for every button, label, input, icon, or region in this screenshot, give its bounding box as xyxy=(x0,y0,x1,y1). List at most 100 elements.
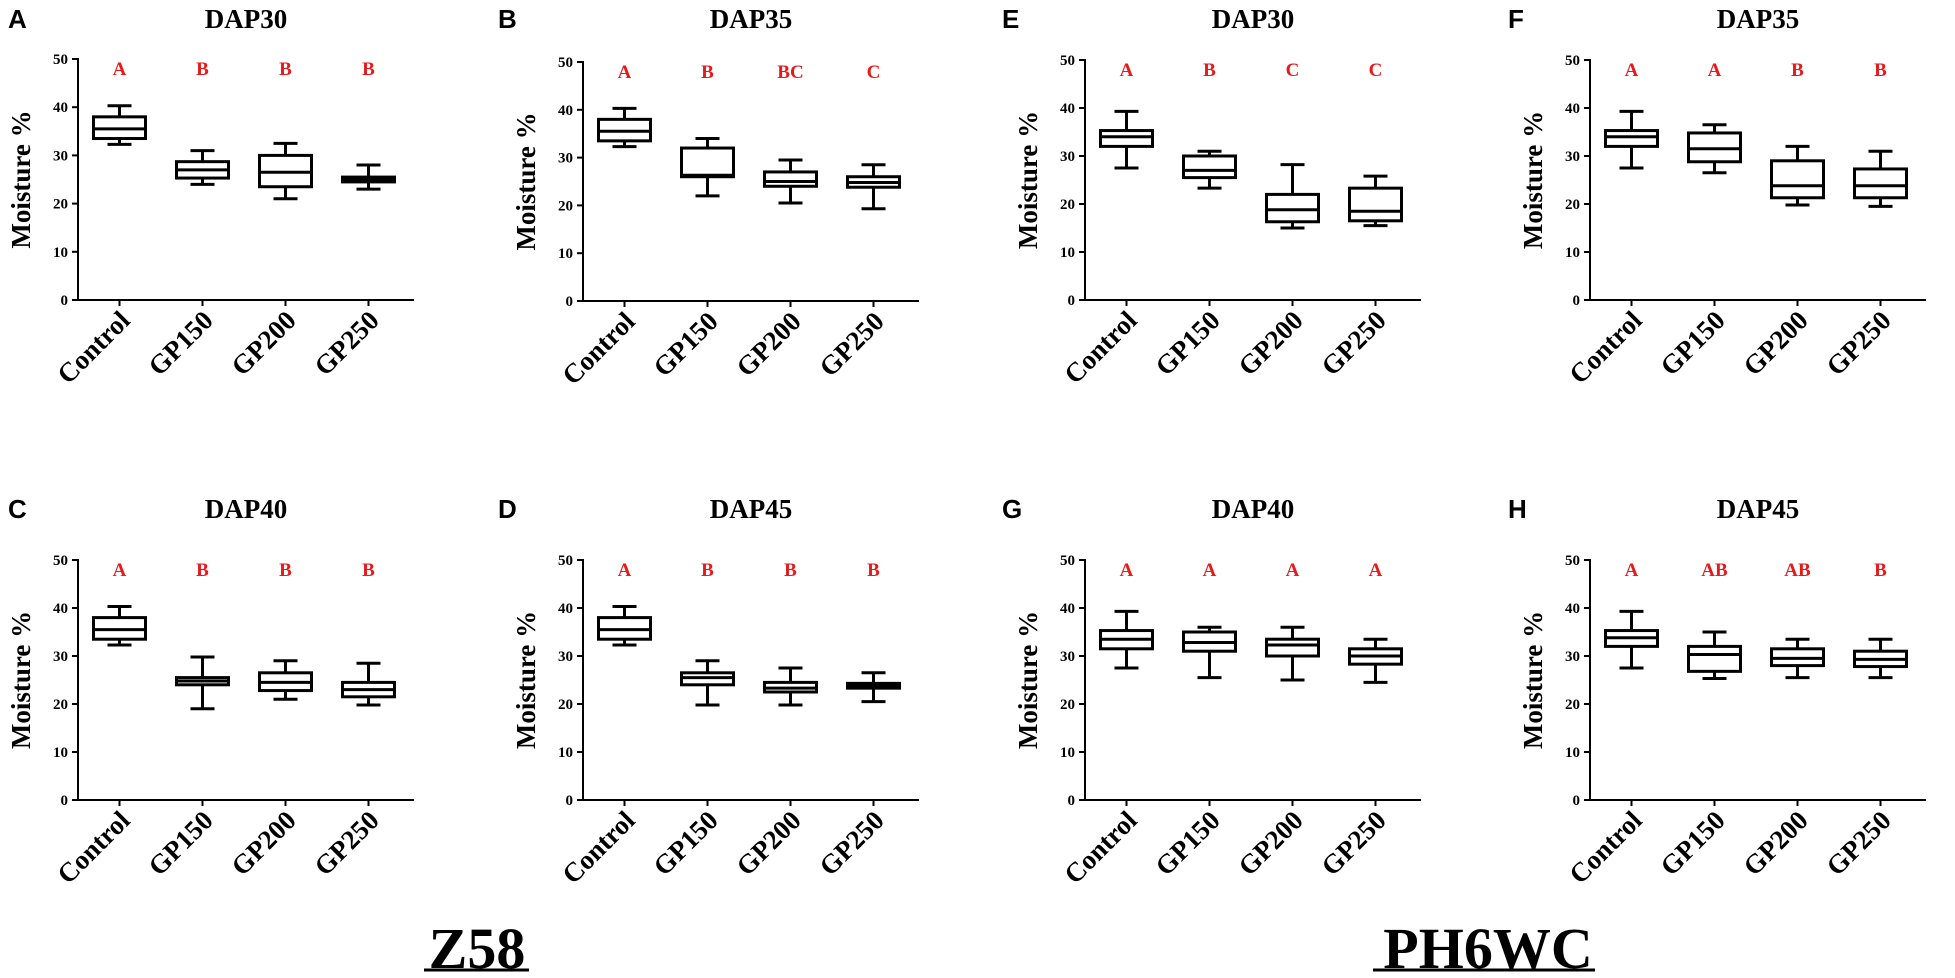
x-tick-label-gp150: GP150 xyxy=(647,306,723,382)
x-tick-label-gp250: GP250 xyxy=(1315,805,1391,881)
significance-label-gp250: B xyxy=(362,560,375,581)
y-tick-label: 40 xyxy=(558,103,573,119)
y-tick-label: 30 xyxy=(558,151,573,167)
box-gp200 xyxy=(1265,192,1320,224)
significance-label-control: A xyxy=(618,560,632,581)
x-tick-label-gp200: GP200 xyxy=(730,805,806,881)
y-tick-label: 10 xyxy=(558,246,573,262)
panels: A DAP30 0 10 20 30 40 50 Moisture % Control A GP150… xyxy=(6,4,1926,890)
panel-f: F DAP35 0 10 20 30 40 50 Moisture % Control A GP150… xyxy=(1508,4,1926,390)
x-tick-label-gp250: GP250 xyxy=(1820,305,1896,381)
significance-label-gp200: B xyxy=(784,560,797,581)
x-tick-label-gp200: GP200 xyxy=(1737,805,1813,881)
y-tick-label: 30 xyxy=(1060,649,1075,665)
significance-label-gp200: B xyxy=(1791,60,1804,81)
significance-label-control: A xyxy=(1625,60,1639,81)
y-tick-label: 10 xyxy=(1565,245,1580,261)
y-axis-label: Moisture % xyxy=(1013,111,1043,249)
significance-label-gp250: B xyxy=(362,59,375,80)
panel-letter: F xyxy=(1508,4,1524,34)
y-axis-label: Moisture % xyxy=(6,611,36,749)
x-tick-label-control: Control xyxy=(51,305,136,390)
significance-label-gp200: B xyxy=(279,59,292,80)
y-tick-label: 40 xyxy=(1565,101,1580,117)
panel-letter: G xyxy=(1002,494,1022,524)
y-tick-label: 30 xyxy=(1060,149,1075,165)
y-tick-label: 20 xyxy=(1060,697,1075,713)
y-axis-label: Moisture % xyxy=(511,611,541,749)
x-tick-label-gp150: GP150 xyxy=(1149,805,1225,881)
y-tick-label: 10 xyxy=(1060,245,1075,261)
significance-label-gp150: B xyxy=(701,560,714,581)
y-tick-label: 50 xyxy=(1060,53,1075,69)
x-tick-label-control: Control xyxy=(51,805,136,890)
significance-label-gp250: A xyxy=(1369,560,1383,581)
x-tick-label-gp150: GP150 xyxy=(142,805,218,881)
y-tick-label: 20 xyxy=(558,198,573,214)
panel-title: DAP45 xyxy=(710,494,793,524)
y-tick-label: 0 xyxy=(61,793,69,809)
y-tick-label: 40 xyxy=(558,601,573,617)
panel-letter: D xyxy=(498,494,517,524)
panel-letter: B xyxy=(498,4,517,34)
panel-title: DAP30 xyxy=(205,4,288,34)
y-tick-label: 0 xyxy=(566,793,574,809)
box-gp150 xyxy=(1182,154,1237,180)
y-tick-label: 50 xyxy=(53,553,68,569)
x-tick-label-gp200: GP200 xyxy=(225,805,301,881)
panel-title: DAP40 xyxy=(205,494,288,524)
x-tick-label-gp150: GP150 xyxy=(142,305,218,381)
box-gp250 xyxy=(1348,186,1403,223)
y-tick-label: 0 xyxy=(1573,793,1581,809)
y-tick-label: 0 xyxy=(1573,293,1581,309)
x-tick-label-gp150: GP150 xyxy=(1149,305,1225,381)
y-tick-label: 40 xyxy=(1060,601,1075,617)
significance-label-gp200: AB xyxy=(1784,560,1811,581)
panel-title: DAP35 xyxy=(710,4,793,34)
panel-title: DAP45 xyxy=(1717,494,1800,524)
y-tick-label: 0 xyxy=(1068,293,1076,309)
x-tick-label-gp250: GP250 xyxy=(1315,305,1391,381)
box-control xyxy=(1604,129,1659,148)
significance-label-gp150: B xyxy=(701,62,714,83)
significance-label-gp250: B xyxy=(1874,560,1887,581)
y-axis-label: Moisture % xyxy=(1518,611,1548,749)
significance-label-control: A xyxy=(1120,60,1134,81)
panel-d: D DAP45 0 10 20 30 40 50 Moisture % Control A GP150… xyxy=(498,494,919,890)
significance-label-gp150: B xyxy=(1203,60,1216,81)
y-axis-label: Moisture % xyxy=(511,112,541,250)
significance-label-gp200: BC xyxy=(777,62,803,83)
x-tick-label-gp250: GP250 xyxy=(813,306,889,382)
y-tick-label: 30 xyxy=(53,649,68,665)
significance-label-gp200: A xyxy=(1286,560,1300,581)
x-tick-label-gp150: GP150 xyxy=(1654,805,1730,881)
significance-label-gp150: AB xyxy=(1701,560,1728,581)
significance-label-control: A xyxy=(1625,560,1639,581)
significance-label-control: A xyxy=(618,62,632,83)
y-tick-label: 50 xyxy=(1060,553,1075,569)
significance-label-gp250: B xyxy=(1874,60,1887,81)
box-control xyxy=(1099,129,1154,148)
y-tick-label: 0 xyxy=(566,294,574,310)
significance-label-gp200: C xyxy=(1286,60,1300,81)
y-tick-label: 50 xyxy=(1565,53,1580,69)
y-tick-label: 0 xyxy=(1068,793,1076,809)
x-tick-label-gp200: GP200 xyxy=(730,306,806,382)
y-tick-label: 30 xyxy=(1565,149,1580,165)
panel-letter: H xyxy=(1508,494,1527,524)
panel-h: H DAP45 0 10 20 30 40 50 Moisture % Control A GP150… xyxy=(1508,494,1926,890)
significance-label-gp200: B xyxy=(279,560,292,581)
x-tick-label-control: Control xyxy=(556,306,641,391)
x-tick-label-gp250: GP250 xyxy=(308,805,384,881)
y-tick-label: 40 xyxy=(53,100,68,116)
y-tick-label: 50 xyxy=(53,52,68,68)
y-tick-label: 20 xyxy=(1565,197,1580,213)
y-tick-label: 50 xyxy=(1565,553,1580,569)
group-label-z58: Z58 xyxy=(429,916,526,978)
group-label-ph6wc: PH6WC xyxy=(1383,916,1592,978)
panel-a: A DAP30 0 10 20 30 40 50 Moisture % Control A GP150… xyxy=(6,4,414,390)
y-tick-label: 30 xyxy=(558,649,573,665)
box-gp200 xyxy=(1770,159,1825,200)
box-gp150 xyxy=(1687,644,1742,673)
y-tick-label: 10 xyxy=(53,745,68,761)
